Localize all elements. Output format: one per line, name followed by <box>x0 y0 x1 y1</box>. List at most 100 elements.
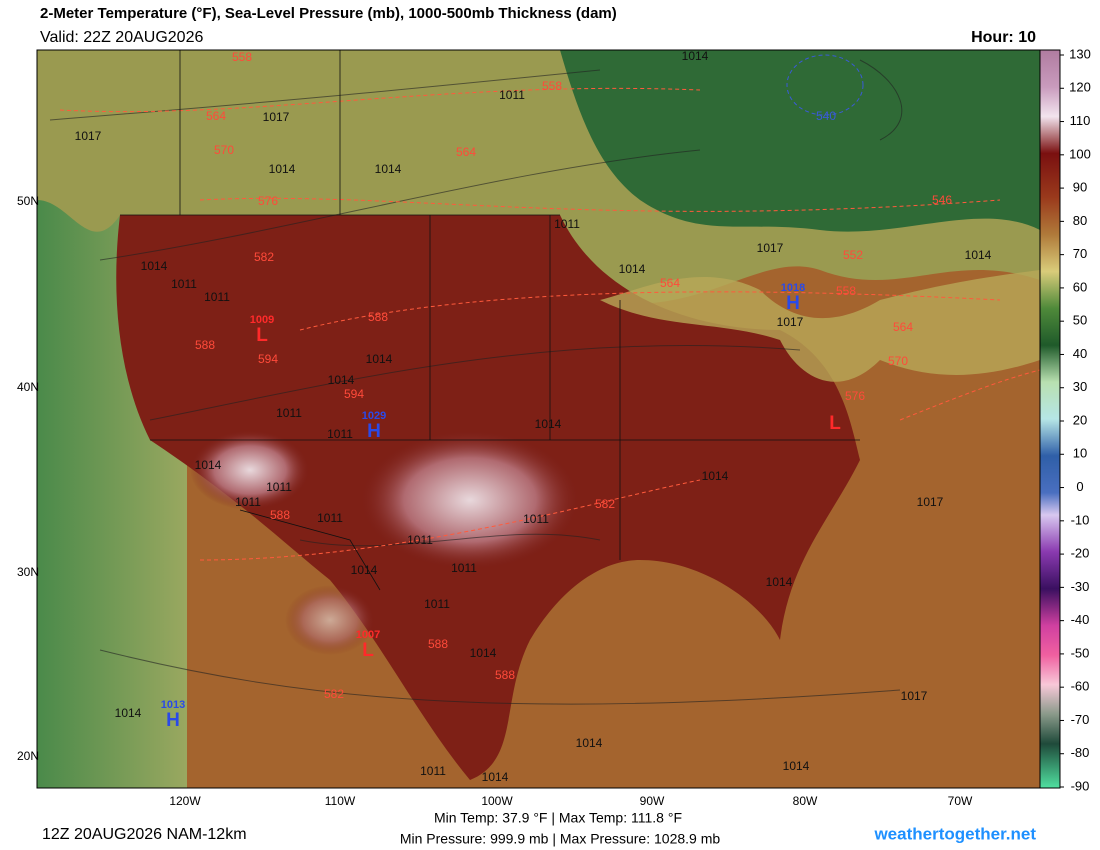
thickness-label: 576 <box>845 389 865 403</box>
center-value: 1013 <box>161 699 185 711</box>
isobar-label: 1011 <box>171 277 197 291</box>
isobar-label: 1014 <box>115 706 142 720</box>
thickness-label: 582 <box>595 497 615 511</box>
thickness-label: 576 <box>258 194 278 208</box>
thickness-label: 564 <box>893 320 913 334</box>
colorbar-label: -10 <box>1071 512 1090 527</box>
isobar-label: 1011 <box>407 533 433 547</box>
isobar-label: 1017 <box>917 495 944 509</box>
thickness-label: 570 <box>214 143 234 157</box>
colorbar-label: 0 <box>1076 479 1083 494</box>
valid-time: Valid: 22Z 20AUG2026 <box>40 29 203 46</box>
colorbar-label: -50 <box>1071 645 1090 660</box>
colorbar <box>1039 49 1061 789</box>
isobar-label: 1014 <box>766 575 793 589</box>
thickness-label: 564 <box>660 276 680 290</box>
isobar-label: 1011 <box>276 406 302 420</box>
isobar-label: 1014 <box>965 248 992 262</box>
isobar-label: 1011 <box>554 217 580 231</box>
lat-label: 50N <box>17 194 39 208</box>
isobar-label: 1017 <box>901 689 928 703</box>
thickness-label: 588 <box>428 637 448 651</box>
center-letter: L <box>256 325 268 346</box>
colorbar-label: 110 <box>1070 113 1091 128</box>
colorbar-label: 80 <box>1073 213 1087 228</box>
lon-label: 80W <box>793 794 818 808</box>
site-name: weathertogether.net <box>873 824 1036 843</box>
thickness-label: 588 <box>270 508 290 522</box>
thickness-label: 594 <box>258 352 278 366</box>
colorbar-label: 70 <box>1073 246 1087 261</box>
thickness-label: 582 <box>324 687 344 701</box>
thickness-label: 558 <box>836 284 856 298</box>
isobar-label: 1017 <box>75 129 102 143</box>
isobar-label: 1014 <box>470 646 497 660</box>
colorbar-label: 50 <box>1073 313 1087 328</box>
isobar-label: 1014 <box>783 759 810 773</box>
thickness-label: 552 <box>843 248 863 262</box>
colorbar-label: 120 <box>1069 80 1091 95</box>
isobar-label: 1011 <box>420 764 446 778</box>
isobar-label: 1014 <box>195 458 222 472</box>
colorbar-label: -90 <box>1071 778 1090 793</box>
isobar-label: 1011 <box>204 290 230 304</box>
center-value: 1018 <box>781 282 805 294</box>
colorbar-label: -20 <box>1071 546 1090 561</box>
lat-label: 30N <box>17 565 39 579</box>
center-letter: H <box>166 710 180 731</box>
temp-range: Min Temp: 37.9 °F | Max Temp: 111.8 °F <box>434 810 682 826</box>
isobar-label: 1017 <box>757 241 784 255</box>
isobar-label: 1011 <box>523 512 549 526</box>
map-field <box>37 50 1040 788</box>
isobar-label: 1014 <box>366 352 393 366</box>
colorbar-label: 90 <box>1073 180 1087 195</box>
isobar-label: 1014 <box>351 563 378 577</box>
isobar-label: 1011 <box>451 561 477 575</box>
isobar-label: 1011 <box>266 480 292 494</box>
colorbar-label: -80 <box>1071 745 1090 760</box>
thickness-label: 570 <box>888 354 908 368</box>
colorbar-label: 30 <box>1073 379 1087 394</box>
isobar-label: 1017 <box>777 315 804 329</box>
isobar-label: 1014 <box>328 373 355 387</box>
lat-label: 20N <box>17 749 39 763</box>
colorbar-label: -30 <box>1071 579 1090 594</box>
isobar-label: 1014 <box>702 469 729 483</box>
center-value: 1007 <box>356 629 380 641</box>
lon-label: 70W <box>948 794 973 808</box>
colorbar-label: 130 <box>1069 46 1091 61</box>
thickness-label: 558 <box>232 50 252 64</box>
center-letter: H <box>786 293 800 314</box>
thickness-label: 540 <box>816 109 836 123</box>
thickness-label: 558 <box>542 79 562 93</box>
center-letter: L <box>829 413 841 434</box>
colorbar-label: -60 <box>1071 679 1090 694</box>
model-run: 12Z 20AUG2026 NAM-12km <box>42 826 247 843</box>
thickness-label: 588 <box>368 310 388 324</box>
thickness-label: 594 <box>344 387 364 401</box>
isobar-label: 1011 <box>235 495 261 509</box>
isobar-label: 1014 <box>482 770 509 784</box>
colorbar-label: 60 <box>1073 279 1087 294</box>
thickness-label: 564 <box>206 109 226 123</box>
center-letter: L <box>362 640 374 661</box>
thickness-label: 582 <box>254 250 274 264</box>
colorbar-label: 40 <box>1073 346 1087 361</box>
lat-label: 40N <box>17 380 39 394</box>
isobar-label: 1014 <box>375 162 402 176</box>
colorbar-label: -40 <box>1071 612 1090 627</box>
isobar-label: 1014 <box>682 49 709 63</box>
isobar-label: 1014 <box>141 259 168 273</box>
isobar-label: 1011 <box>424 597 450 611</box>
isobar-label: 1017 <box>263 110 290 124</box>
colorbar-label: 20 <box>1073 412 1087 427</box>
center-letter: H <box>367 421 381 442</box>
lon-label: 120W <box>169 794 201 808</box>
lon-label: 90W <box>640 794 665 808</box>
pressure-range: Min Pressure: 999.9 mb | Max Pressure: 1… <box>400 831 721 847</box>
colorbar-label: 100 <box>1069 146 1091 161</box>
title: 2-Meter Temperature (°F), Sea-Level Pres… <box>40 5 617 22</box>
isobar-label: 1014 <box>269 162 296 176</box>
isobar-label: 1011 <box>499 88 525 102</box>
